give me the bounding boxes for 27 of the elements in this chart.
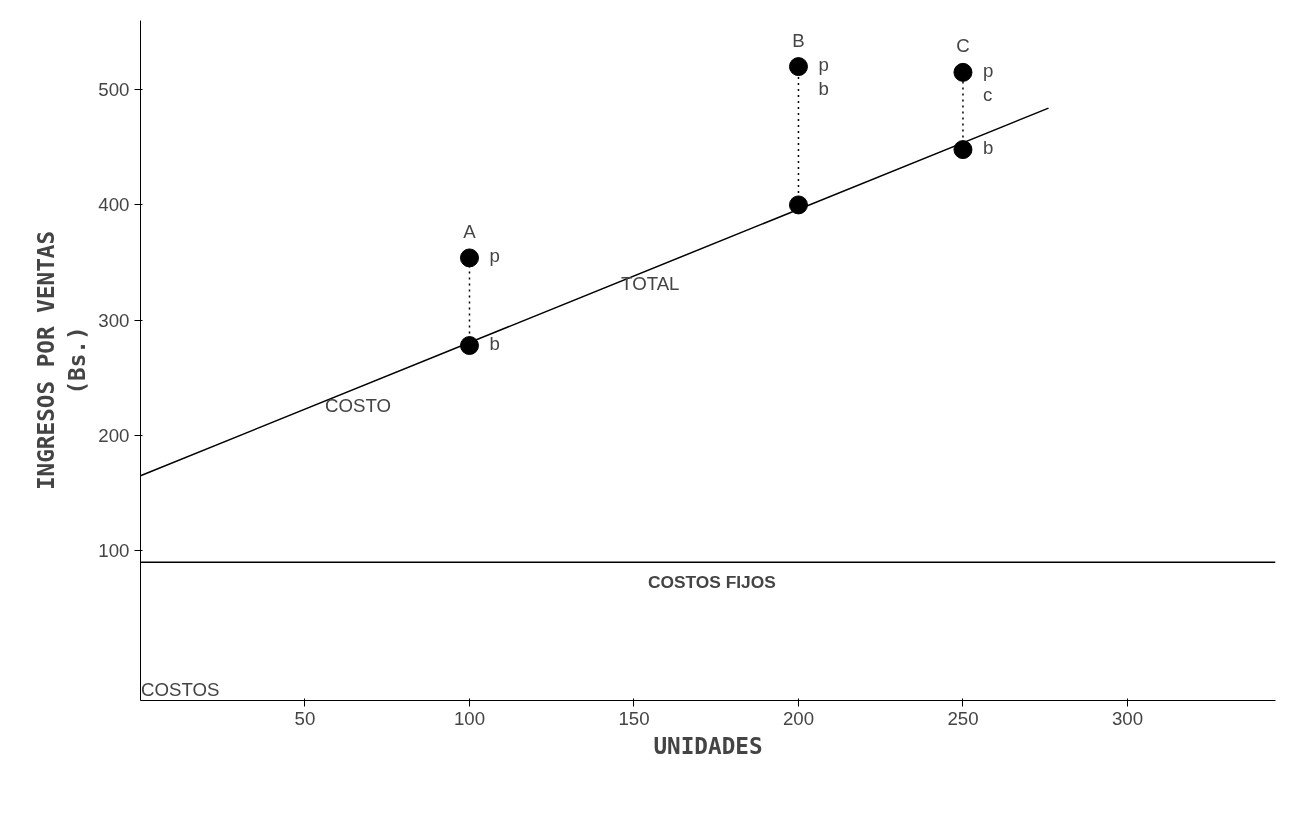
x-tick-label: 100	[453, 707, 486, 729]
annotation: A	[463, 220, 477, 242]
y-axis-title: INGRESOS POR VENTAS (Bs.)	[33, 230, 91, 491]
x-tick-label: 200	[782, 707, 815, 729]
annotation: C	[956, 35, 970, 57]
annotation: b	[982, 137, 994, 159]
y-tick-label: 400	[98, 194, 130, 216]
x-tick-label: 250	[947, 707, 979, 729]
y-tick-label: 100	[98, 540, 130, 562]
x-tick-label: 150	[618, 707, 650, 729]
annotation: b	[489, 333, 500, 355]
annotation: p	[982, 59, 994, 81]
annotation: COSTO	[324, 395, 391, 417]
annotation: p	[818, 54, 829, 76]
x-tick-label: 50	[294, 707, 316, 729]
y-tick-label: 200	[98, 424, 130, 446]
x-axis-title: UNIDADES	[653, 732, 763, 759]
annotation: p	[489, 245, 500, 267]
annotation: B	[792, 29, 805, 51]
annotation: b	[818, 78, 829, 100]
x-tick-label: 300	[1111, 707, 1144, 729]
annotation: c	[982, 83, 993, 105]
annotation: TOTAL	[621, 273, 680, 295]
y-tick-label: 300	[98, 309, 130, 331]
annotation: COSTOS	[141, 679, 220, 701]
y-tick-label: 500	[98, 79, 130, 101]
ref-line-label: COSTOS FIJOS	[648, 572, 776, 593]
